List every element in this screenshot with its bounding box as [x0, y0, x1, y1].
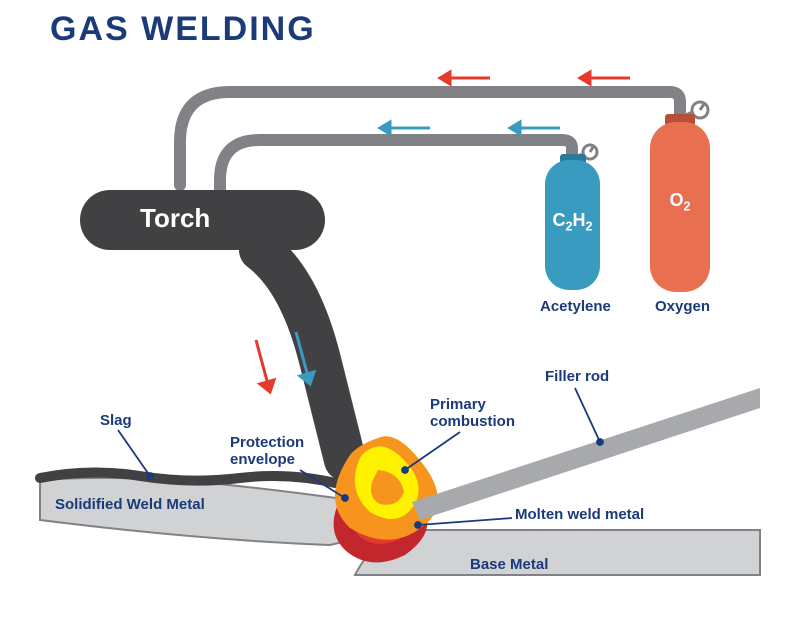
label-base: Base Metal	[470, 556, 548, 573]
label-slag: Slag	[100, 412, 132, 429]
label-solidified: Solidified Weld Metal	[55, 496, 205, 513]
oxygen-formula: O2	[650, 190, 710, 214]
flow-arrows	[380, 72, 630, 134]
acetylene-caption: Acetylene	[540, 298, 611, 315]
label-molten: Molten weld metal	[515, 506, 644, 523]
oxygen-caption: Oxygen	[655, 298, 710, 315]
torch-label: Torch	[140, 203, 210, 234]
label-primary: Primarycombustion	[430, 396, 515, 431]
diagram-stage: GAS WELDING	[0, 0, 800, 620]
label-filler: Filler rod	[545, 368, 609, 385]
label-protection: Protectionenvelope	[230, 434, 304, 469]
acetylene-formula: C2H2	[545, 210, 600, 234]
